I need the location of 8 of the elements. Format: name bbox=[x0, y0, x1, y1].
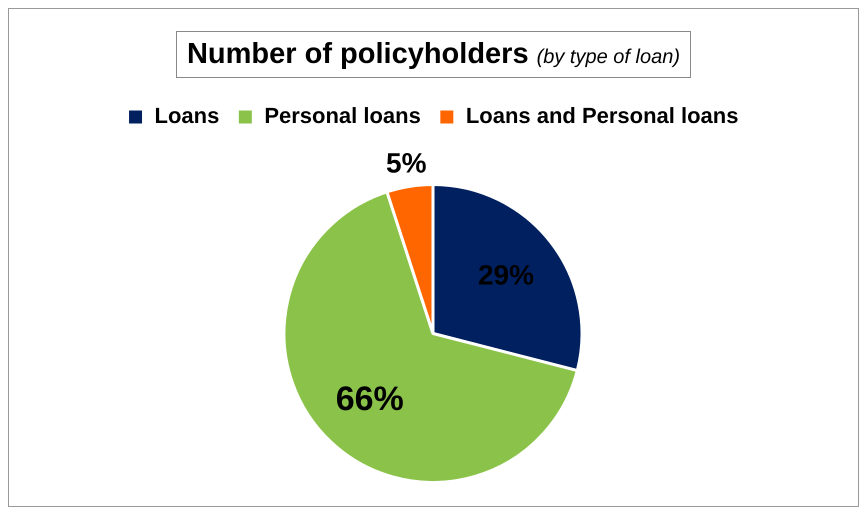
chart-subtitle: (by type of loan) bbox=[536, 46, 680, 68]
data-label: 66% bbox=[336, 380, 404, 418]
data-label: 29% bbox=[478, 260, 534, 291]
legend-label: Loans and Personal loans bbox=[466, 103, 738, 128]
chart-title: Number of policyholders bbox=[186, 38, 529, 70]
legend-label: Loans bbox=[154, 103, 220, 128]
legend-label: Personal loans bbox=[264, 103, 421, 128]
data-label: 5% bbox=[386, 147, 427, 178]
